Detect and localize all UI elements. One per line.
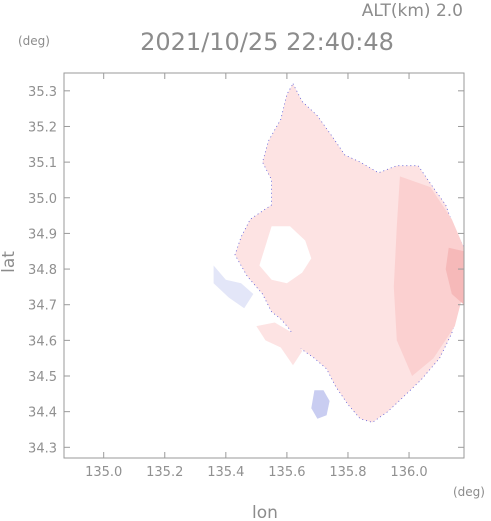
x-tick-label: 135.6 [268, 465, 305, 480]
y-tick-label: 34.4 [28, 406, 57, 421]
region-east-core [445, 247, 464, 305]
echo-regions [213, 82, 465, 423]
x-tick-label: 135.4 [207, 465, 244, 480]
y-tick-label: 35.2 [28, 120, 57, 135]
plot-area: 135.0 135.2 135.4 135.6 135.8 136.0 34.3 34.4 34… [28, 72, 465, 480]
timestamp-title: 2021/10/25 22:40:48 [140, 28, 394, 56]
region-west-cells [213, 265, 254, 309]
region-clear-gap [259, 226, 312, 284]
y-tick-label: 35.3 [28, 85, 57, 100]
plot-frame [63, 72, 465, 459]
x-tick-label: 135.8 [329, 465, 366, 480]
y-tick-label: 34.3 [28, 441, 57, 456]
y-tick-label: 34.8 [28, 263, 57, 278]
region-southwest-arc [256, 322, 303, 366]
x-tick-label: 136.0 [390, 465, 427, 480]
region-east-band [393, 176, 464, 376]
y-tick-label: 34.5 [28, 370, 57, 385]
x-tick-label: 135.2 [146, 465, 183, 480]
y-tick-label: 34.9 [28, 227, 57, 242]
y-axis-title: lat [0, 251, 19, 273]
y-tick-label: 35.1 [28, 156, 57, 171]
y-tick-label: 34.7 [28, 299, 57, 314]
region-south-cell [311, 390, 330, 419]
axis-ticks: 135.0 135.2 135.4 135.6 135.8 136.0 34.3 34.4 34… [28, 73, 464, 480]
y-tick-label: 34.6 [28, 334, 57, 349]
x-unit-label: (deg) [453, 485, 485, 499]
y-tick-label: 35.0 [28, 192, 57, 207]
x-axis-title: lon [252, 503, 278, 521]
x-tick-label: 135.0 [85, 465, 122, 480]
y-unit-label: (deg) [18, 34, 50, 48]
altitude-label: ALT(km) 2.0 [362, 1, 463, 21]
